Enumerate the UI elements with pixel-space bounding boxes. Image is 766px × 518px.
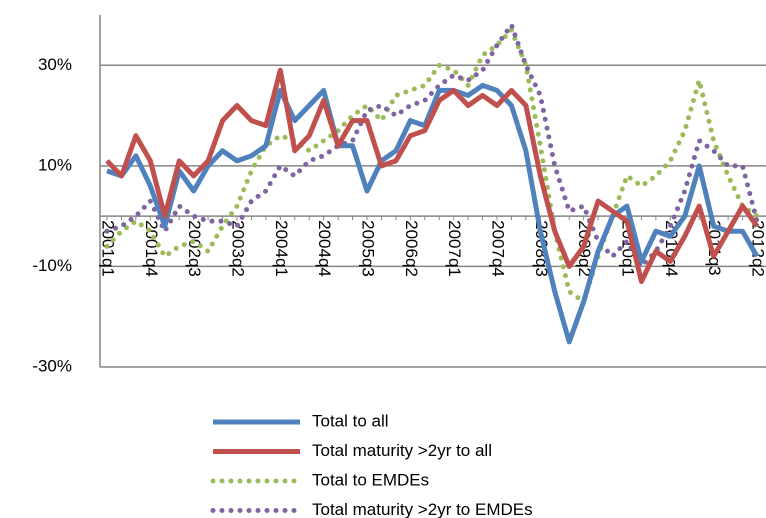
y-tick-label: 10% xyxy=(38,155,72,174)
series-line xyxy=(104,19,760,271)
x-tick-label: 2001q4 xyxy=(142,220,161,277)
legend-label: Total to EMDEs xyxy=(312,470,429,489)
x-tick-label: 2011q3 xyxy=(705,220,724,275)
x-tick-label: 2004q4 xyxy=(315,220,334,277)
x-tick-label: 2012q2 xyxy=(749,220,766,277)
x-tick-label: 2007q1 xyxy=(445,220,464,277)
series-line xyxy=(106,82,760,345)
x-tick-label: 2003q2 xyxy=(229,220,248,277)
legend-label: Total maturity >2yr to all xyxy=(312,441,492,460)
x-tick-label: 2002q3 xyxy=(185,220,204,277)
legend-label: Total to all xyxy=(312,411,389,430)
x-tick-label: 2006q2 xyxy=(402,220,421,277)
y-tick-label: -30% xyxy=(32,356,72,375)
y-tick-label: 30% xyxy=(38,55,72,74)
x-tick-label: 2004q1 xyxy=(272,220,291,277)
series-line xyxy=(105,67,760,285)
y-tick-label: -10% xyxy=(32,256,72,275)
legend-label: Total maturity >2yr to EMDEs xyxy=(312,500,533,518)
x-tick-label: 2005q3 xyxy=(359,220,378,277)
x-tick-label: 2007q4 xyxy=(489,220,508,277)
